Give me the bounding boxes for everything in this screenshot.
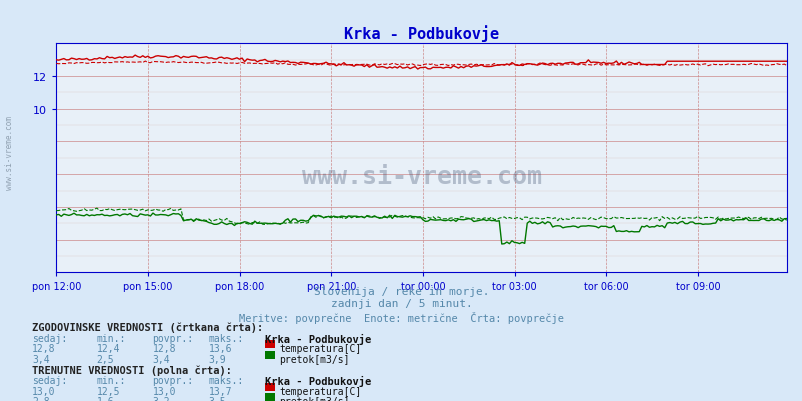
Text: maks.:: maks.:: [209, 375, 244, 385]
Title: Krka - Podbukovje: Krka - Podbukovje: [343, 25, 499, 42]
Text: sedaj:: sedaj:: [32, 375, 67, 385]
Text: 12,8: 12,8: [32, 343, 55, 353]
Text: www.si-vreme.com: www.si-vreme.com: [302, 165, 541, 188]
Text: Meritve: povprečne  Enote: metrične  Črta: povprečje: Meritve: povprečne Enote: metrične Črta:…: [239, 311, 563, 323]
Text: 12,8: 12,8: [152, 343, 176, 353]
Text: 3,2: 3,2: [152, 396, 170, 401]
Text: pretok[m3/s]: pretok[m3/s]: [279, 354, 350, 364]
Text: 3,9: 3,9: [209, 354, 226, 364]
Text: Slovenija / reke in morje.: Slovenija / reke in morje.: [314, 287, 488, 297]
Text: Krka - Podbukovje: Krka - Podbukovje: [265, 333, 371, 344]
Text: Krka - Podbukovje: Krka - Podbukovje: [265, 375, 371, 386]
Text: povpr.:: povpr.:: [152, 333, 193, 343]
Text: ZGODOVINSKE VREDNOSTI (črtkana črta):: ZGODOVINSKE VREDNOSTI (črtkana črta):: [32, 322, 263, 332]
Text: temperatura[C]: temperatura[C]: [279, 386, 361, 396]
Text: 1,6: 1,6: [96, 396, 114, 401]
Text: 3,4: 3,4: [32, 354, 50, 364]
Text: TRENUTNE VREDNOSTI (polna črta):: TRENUTNE VREDNOSTI (polna črta):: [32, 364, 232, 375]
Text: povpr.:: povpr.:: [152, 375, 193, 385]
Text: maks.:: maks.:: [209, 333, 244, 343]
Text: sedaj:: sedaj:: [32, 333, 67, 343]
Text: 12,4: 12,4: [96, 343, 119, 353]
Text: pretok[m3/s]: pretok[m3/s]: [279, 396, 350, 401]
Text: 2,5: 2,5: [96, 354, 114, 364]
Text: 3,5: 3,5: [209, 396, 226, 401]
Text: 3,4: 3,4: [152, 354, 170, 364]
Text: 13,6: 13,6: [209, 343, 232, 353]
Text: 2,8: 2,8: [32, 396, 50, 401]
Text: temperatura[C]: temperatura[C]: [279, 343, 361, 353]
Text: zadnji dan / 5 minut.: zadnji dan / 5 minut.: [330, 299, 472, 309]
Text: 12,5: 12,5: [96, 386, 119, 396]
Text: 13,0: 13,0: [32, 386, 55, 396]
Text: 13,0: 13,0: [152, 386, 176, 396]
Text: 13,7: 13,7: [209, 386, 232, 396]
Text: www.si-vreme.com: www.si-vreme.com: [5, 115, 14, 189]
Text: min.:: min.:: [96, 333, 126, 343]
Text: min.:: min.:: [96, 375, 126, 385]
